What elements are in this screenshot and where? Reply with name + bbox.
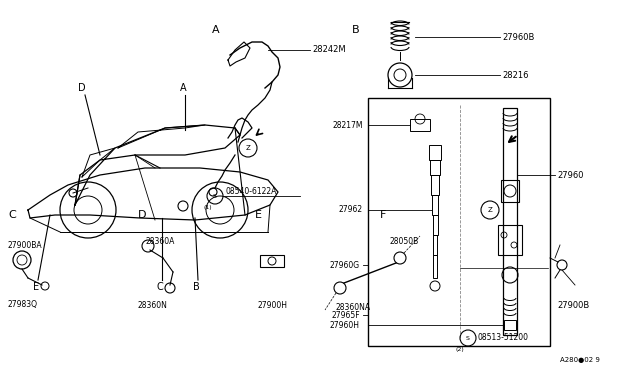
Text: C: C [8, 210, 16, 220]
Text: B: B [193, 282, 200, 292]
Text: 27960: 27960 [557, 170, 584, 180]
Text: S: S [466, 336, 470, 340]
Text: 27962: 27962 [339, 205, 363, 215]
Text: 08513-51200: 08513-51200 [478, 334, 529, 343]
Bar [433, 215, 438, 235]
Text: 27900H: 27900H [258, 301, 288, 310]
Text: A280●02 9: A280●02 9 [560, 357, 600, 363]
Text: 27983Q: 27983Q [8, 301, 38, 310]
Bar [433, 235, 437, 255]
Bar [410, 119, 430, 131]
Text: 27900BA: 27900BA [8, 241, 43, 250]
Text: 27960G: 27960G [330, 260, 360, 269]
Text: B: B [352, 25, 360, 35]
Text: Z: Z [488, 207, 492, 213]
Text: 28242M: 28242M [312, 45, 346, 55]
Text: 28216: 28216 [502, 71, 529, 80]
Text: F: F [380, 210, 387, 220]
Text: 27960B: 27960B [502, 32, 534, 42]
Bar [429, 145, 441, 160]
Text: E: E [255, 210, 262, 220]
Text: 28360NA: 28360NA [335, 304, 370, 312]
Text: E: E [33, 282, 39, 292]
Bar [503, 108, 517, 335]
Text: Z: Z [246, 145, 250, 151]
Text: 27965F: 27965F [332, 311, 360, 320]
Bar [431, 175, 439, 195]
Bar [498, 225, 522, 255]
Text: S: S [213, 193, 217, 199]
Text: A: A [180, 83, 186, 93]
Text: 27960H: 27960H [330, 321, 360, 330]
Bar [433, 255, 436, 278]
Bar [432, 195, 438, 215]
Text: (1): (1) [204, 205, 212, 209]
Text: 28217M: 28217M [333, 121, 363, 129]
Text: (2): (2) [456, 346, 465, 352]
Bar [430, 160, 440, 175]
Text: C: C [157, 282, 163, 292]
Bar [501, 180, 519, 202]
Text: 27900B: 27900B [557, 301, 589, 310]
Bar [504, 320, 516, 330]
Text: 08540-6122A: 08540-6122A [226, 187, 277, 196]
Bar [368, 98, 550, 346]
Bar [260, 255, 284, 267]
Text: 28050B: 28050B [390, 237, 419, 247]
Text: A: A [212, 25, 220, 35]
Text: D: D [78, 83, 86, 93]
Text: 28360N: 28360N [138, 301, 168, 310]
Text: D: D [138, 210, 147, 220]
Text: 28360A: 28360A [145, 237, 174, 247]
